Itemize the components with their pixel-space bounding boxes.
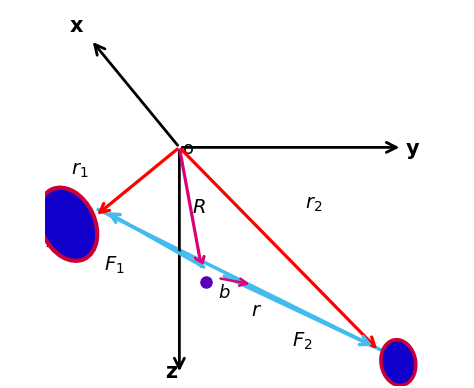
Text: o: o xyxy=(183,140,194,158)
Text: $b$: $b$ xyxy=(218,284,230,302)
Text: $\mathbf{\mathit{R}}$: $\mathbf{\mathit{R}}$ xyxy=(191,198,205,217)
Text: $\mathbf{\mathit{F}}_2$: $\mathbf{\mathit{F}}_2$ xyxy=(292,331,313,352)
Text: $\mathbf{\mathit{r}}_2$: $\mathbf{\mathit{r}}_2$ xyxy=(305,195,323,214)
Text: $\mathbf{\mathit{r}}$: $\mathbf{\mathit{r}}$ xyxy=(251,301,262,320)
Text: z: z xyxy=(165,362,178,382)
Ellipse shape xyxy=(39,188,97,261)
Ellipse shape xyxy=(381,340,416,385)
Text: y: y xyxy=(406,139,419,159)
Text: $\mathbf{\mathit{r}}_1$: $\mathbf{\mathit{r}}_1$ xyxy=(71,161,88,180)
Text: $m$: $m$ xyxy=(391,368,409,386)
Text: $m_1$: $m_1$ xyxy=(45,234,71,252)
Text: x: x xyxy=(70,16,83,36)
Text: $\mathbf{\mathit{F}}_1$: $\mathbf{\mathit{F}}_1$ xyxy=(104,255,125,275)
